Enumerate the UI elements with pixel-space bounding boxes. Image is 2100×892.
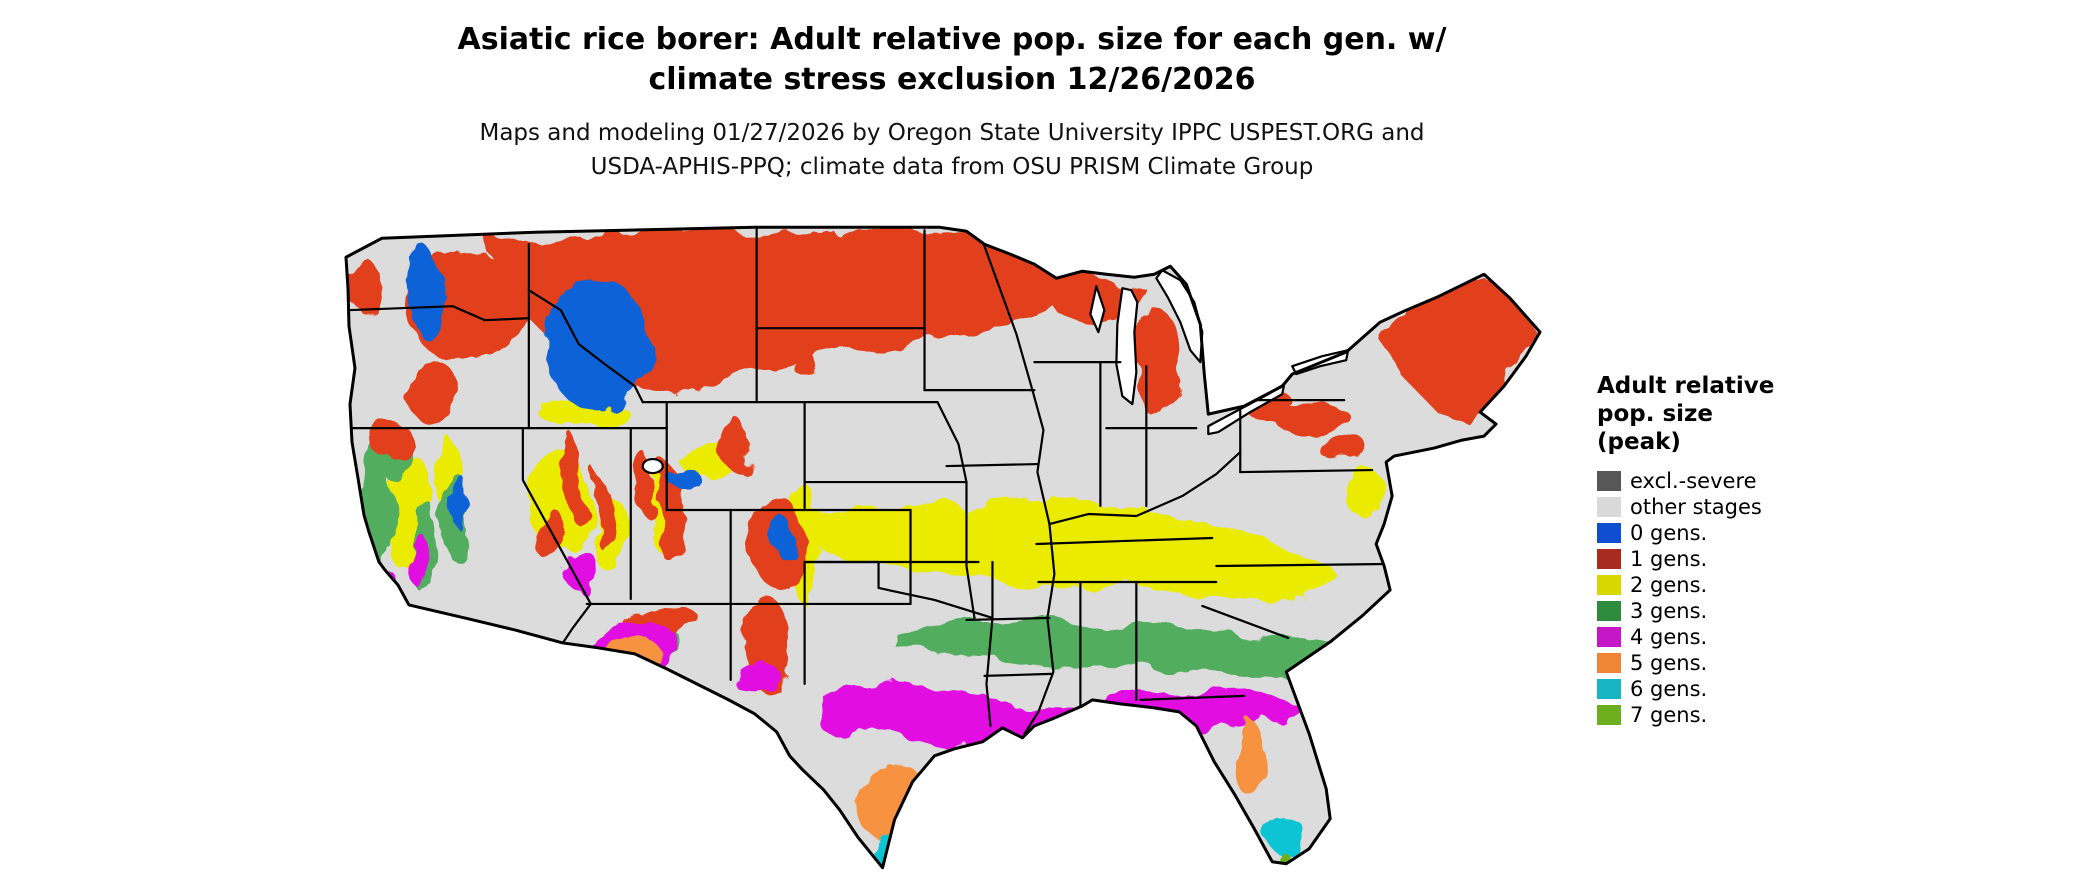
legend-item: 7 gens.	[1597, 702, 1827, 728]
legend-item-label: other stages	[1630, 495, 1762, 519]
legend-item: 0 gens.	[1597, 520, 1827, 546]
legend-swatch	[1597, 653, 1621, 673]
legend-swatch	[1597, 523, 1621, 543]
legend-swatch	[1597, 471, 1621, 491]
us-outline	[344, 225, 1542, 870]
legend-item-label: 6 gens.	[1630, 677, 1708, 701]
legend-item: 5 gens.	[1597, 650, 1827, 676]
subtitle-line-1: Maps and modeling 01/27/2026 by Oregon S…	[479, 120, 1425, 146]
legend: Adult relative pop. size (peak) excl.-se…	[1597, 372, 1827, 728]
legend-item: 2 gens.	[1597, 572, 1827, 598]
map-layer-gen6	[867, 817, 1307, 868]
us-generations-map	[335, 214, 1554, 884]
lake-michigan	[1115, 287, 1139, 406]
legend-item-label: 2 gens.	[1630, 573, 1708, 597]
legend-swatch	[1597, 549, 1621, 569]
legend-item-label: 1 gens.	[1630, 547, 1708, 571]
legend-swatch	[1597, 627, 1621, 647]
title-line-2: climate stress exclusion 12/26/2026	[648, 62, 1256, 97]
legend-swatch	[1597, 497, 1621, 517]
legend-item-label: 7 gens.	[1630, 703, 1708, 727]
legend-item: 4 gens.	[1597, 624, 1827, 650]
legend-swatch	[1597, 575, 1621, 595]
subtitle-line-2: USDA-APHIS-PPQ; climate data from OSU PR…	[590, 154, 1314, 180]
figure-subtitle: Maps and modeling 01/27/2026 by Oregon S…	[0, 116, 1904, 184]
legend-rows: excl.-severe other stages 0 gens. 1 gens…	[1597, 468, 1827, 728]
legend-title-line-3: (peak)	[1597, 429, 1681, 455]
legend-item-label: 0 gens.	[1630, 521, 1708, 545]
legend-item: 3 gens.	[1597, 598, 1827, 624]
page-title: Asiatic rice borer: Adult relative pop. …	[0, 20, 1904, 100]
great-salt-lake	[641, 457, 664, 475]
legend-item: 1 gens.	[1597, 546, 1827, 572]
title-line-1: Asiatic rice borer: Adult relative pop. …	[457, 22, 1447, 57]
map-svg	[344, 225, 1542, 870]
legend-item-label: excl.-severe	[1630, 469, 1757, 493]
legend-item: excl.-severe	[1597, 468, 1827, 494]
legend-item-label: 3 gens.	[1630, 599, 1708, 623]
legend-item-label: 4 gens.	[1630, 625, 1708, 649]
map-layer-gen0	[410, 249, 795, 559]
state-borders	[346, 227, 1388, 735]
legend-swatch	[1597, 601, 1621, 621]
legend-item: 6 gens.	[1597, 676, 1827, 702]
legend-title-line-2: pop. size	[1597, 401, 1714, 427]
legend-title-line-1: Adult relative	[1597, 373, 1775, 399]
legend-swatch	[1597, 679, 1621, 699]
legend-item: other stages	[1597, 494, 1827, 520]
legend-item-label: 5 gens.	[1630, 651, 1708, 675]
map-layer-gen7	[1276, 850, 1289, 861]
figure-header: Asiatic rice borer: Adult relative pop. …	[0, 20, 1904, 184]
green-bay	[1089, 285, 1106, 334]
legend-swatch	[1597, 705, 1621, 725]
legend-title: Adult relative pop. size (peak)	[1597, 372, 1827, 456]
